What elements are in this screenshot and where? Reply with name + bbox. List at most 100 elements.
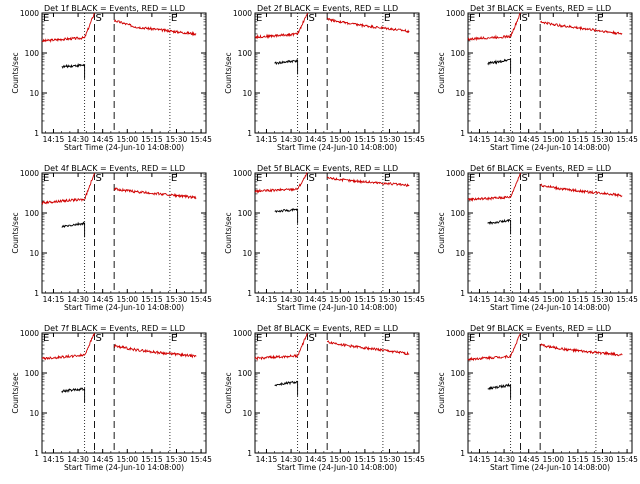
x-tick-label: 15:15 [141, 455, 163, 464]
y-tick-label: 1 [460, 449, 465, 458]
x-tick-label: 15:15 [354, 455, 376, 464]
panel-title: Det 1f BLACK = Events, RED = LLD [44, 4, 185, 13]
series-line-events [61, 387, 86, 403]
series-line-lld [254, 12, 308, 40]
marker-label: S [95, 333, 101, 344]
y-axis-label: Counts/sec [11, 52, 20, 93]
x-tick-label: 14:30 [493, 295, 515, 304]
y-axis-label: Counts/sec [437, 212, 446, 253]
x-tick-label: 15:15 [567, 135, 589, 144]
x-tick-label: 15:15 [354, 295, 376, 304]
x-axis-label: Start Time (24-Jun-10 14:08:00) [277, 143, 397, 152]
panel-det-7: Det 7f BLACK = Events, RED = LLD 14:15 14:… [11, 324, 212, 472]
plot-frame [467, 12, 633, 134]
x-tick-label: 14:30 [493, 455, 515, 464]
marker-label: S [308, 173, 314, 184]
marker-label: E [256, 333, 262, 344]
x-tick-label: 15:00 [116, 455, 138, 464]
y-axis-label: Counts/sec [224, 372, 233, 413]
plot-frame [254, 12, 420, 134]
marker-label: E [256, 173, 262, 184]
series-line-lld [113, 19, 197, 37]
x-axis-label: Start Time (24-Jun-10 14:08:00) [64, 303, 184, 312]
y-axis-label: Counts/sec [437, 372, 446, 413]
x-tick-label: 14:45 [92, 455, 114, 464]
y-tick-label: 10 [455, 249, 465, 258]
series-line-lld [41, 172, 95, 206]
marker-label: E [43, 333, 49, 344]
plot-frame [467, 332, 633, 454]
x-tick-label: 15:30 [166, 135, 188, 144]
y-tick-label: 1000 [20, 329, 39, 338]
y-tick-label: 100 [25, 49, 40, 58]
y-tick-label: 10 [242, 249, 252, 258]
x-tick-label: 14:45 [92, 135, 114, 144]
x-tick-label: 15:00 [329, 455, 351, 464]
x-tick-label: 15:15 [567, 455, 589, 464]
marker-label: S [95, 13, 101, 24]
y-axis-label: Counts/sec [11, 212, 20, 253]
series-line-lld [467, 332, 521, 362]
y-tick-label: 1000 [233, 9, 252, 18]
x-tick-label: 15:30 [379, 295, 401, 304]
series-line-events [274, 208, 299, 224]
x-axis-label: Start Time (24-Jun-10 14:08:00) [64, 463, 184, 472]
y-axis-label: Counts/sec [224, 212, 233, 253]
y-tick-label: 10 [242, 409, 252, 418]
y-tick-label: 1000 [233, 329, 252, 338]
series-line-lld [254, 332, 308, 361]
x-tick-label: 15:00 [542, 295, 564, 304]
plot-frame [41, 12, 207, 134]
marker-label: E [43, 13, 49, 24]
panel-title: Det 7f BLACK = Events, RED = LLD [44, 324, 185, 333]
x-tick-label: 15:15 [567, 295, 589, 304]
x-tick-label: 14:15 [43, 135, 65, 144]
x-tick-label: 15:45 [403, 455, 425, 464]
marker-label: E [597, 13, 603, 24]
marker-label: S [521, 173, 527, 184]
x-tick-label: 14:45 [518, 455, 540, 464]
y-tick-label: 1 [460, 289, 465, 298]
series-line-events [274, 58, 299, 75]
x-tick-label: 14:30 [280, 455, 302, 464]
x-axis-label: Start Time (24-Jun-10 14:08:00) [490, 463, 610, 472]
x-tick-label: 14:15 [469, 295, 491, 304]
y-tick-label: 1 [460, 129, 465, 138]
series-line-events [487, 382, 512, 399]
y-tick-label: 100 [25, 369, 40, 378]
x-tick-label: 14:15 [43, 455, 65, 464]
series-line-lld [540, 20, 623, 36]
x-tick-label: 14:45 [518, 135, 540, 144]
panel-title: Det 5f BLACK = Events, RED = LLD [257, 164, 398, 173]
plot-frame [254, 172, 420, 294]
y-tick-label: 10 [455, 89, 465, 98]
x-tick-label: 15:30 [166, 455, 188, 464]
series-line-lld [41, 332, 95, 361]
marker-label: E [469, 333, 475, 344]
marker-label: E [469, 173, 475, 184]
y-tick-label: 1000 [20, 9, 39, 18]
x-tick-label: 15:30 [592, 135, 614, 144]
y-tick-label: 100 [238, 209, 253, 218]
marker-label: S [521, 13, 527, 24]
y-tick-label: 1 [34, 289, 39, 298]
series-line-events [487, 58, 512, 74]
x-axis-label: Start Time (24-Jun-10 14:08:00) [277, 463, 397, 472]
series-line-events [61, 62, 86, 79]
marker-label: S [521, 333, 527, 344]
x-tick-label: 15:45 [190, 455, 212, 464]
marker-label: E [597, 333, 603, 344]
series-line-lld [113, 187, 197, 200]
x-tick-label: 14:45 [92, 295, 114, 304]
x-tick-label: 15:00 [329, 295, 351, 304]
x-tick-label: 14:30 [67, 295, 89, 304]
y-tick-label: 1000 [446, 9, 465, 18]
x-tick-label: 15:30 [166, 295, 188, 304]
x-tick-label: 14:30 [280, 295, 302, 304]
